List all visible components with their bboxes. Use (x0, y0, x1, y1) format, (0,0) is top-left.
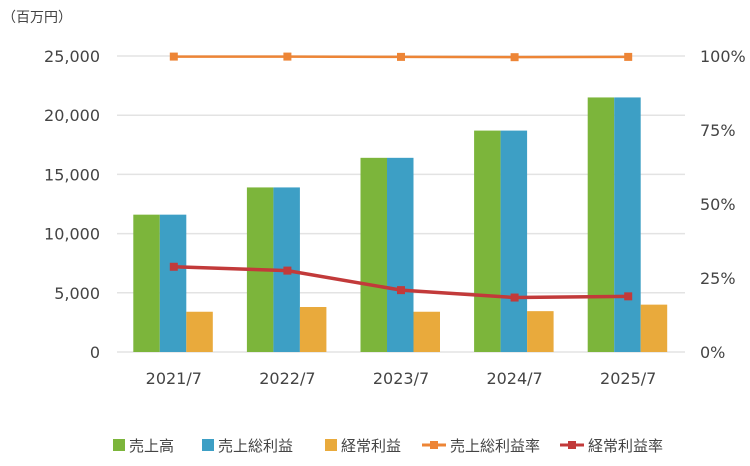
bar-2 (159, 214, 187, 352)
left-axis-tick-label: 5,000 (54, 284, 100, 303)
left-axis-tick-label: 20,000 (44, 106, 100, 125)
line-marker (397, 52, 405, 61)
left-axis-tick-label: 25,000 (44, 47, 100, 66)
unit-label: （百万円） (2, 10, 72, 26)
bar-2 (500, 130, 528, 352)
bar-3 (527, 311, 554, 352)
line-marker (510, 293, 519, 302)
x-axis-tick-label: 2023/7 (373, 369, 429, 388)
legend-swatch (325, 439, 337, 451)
left-axis-tick-label: 10,000 (44, 225, 100, 244)
x-axis-tick-label: 2022/7 (259, 369, 315, 388)
legend-label: 経常利益率 (588, 437, 663, 455)
x-axis-tick-label: 2025/7 (600, 369, 656, 388)
line-marker (169, 262, 178, 271)
bar-3 (413, 311, 440, 352)
bar-1 (133, 214, 160, 352)
right-axis-tick-label: 25% (700, 269, 736, 288)
legend-label: 売上総利益率 (450, 437, 540, 455)
left-axis-tick-label: 15,000 (44, 165, 100, 184)
legend-marker (568, 441, 576, 449)
legend-swatch (113, 439, 125, 451)
line-marker (283, 266, 292, 275)
x-axis-tick-label: 2021/7 (146, 369, 202, 388)
right-axis-tick-label: 100% (700, 47, 746, 66)
line-marker (397, 286, 405, 295)
legend-label: 売上高 (129, 437, 174, 455)
bar-3 (186, 311, 213, 352)
line-marker (510, 53, 519, 62)
line-marker (283, 52, 292, 61)
bar-2 (387, 157, 414, 352)
line-marker (624, 292, 633, 301)
bar-3 (640, 304, 668, 352)
line-marker (624, 52, 633, 61)
bar-1 (587, 97, 615, 352)
bar-1 (360, 157, 387, 352)
legend-label: 売上総利益 (218, 437, 293, 455)
right-axis-tick-label: 50% (700, 195, 736, 214)
legend-swatch (202, 439, 214, 451)
legend-marker (430, 441, 438, 449)
left-axis-tick-label: 0 (90, 343, 100, 362)
bar-2 (614, 97, 641, 352)
x-axis-tick-label: 2024/7 (486, 369, 542, 388)
right-axis-tick-label: 0% (700, 343, 725, 362)
right-axis-tick-label: 75% (700, 121, 736, 140)
bar-3 (299, 307, 327, 352)
line-marker (169, 52, 178, 61)
legend-label: 経常利益 (341, 437, 401, 455)
bar-1 (474, 130, 501, 352)
